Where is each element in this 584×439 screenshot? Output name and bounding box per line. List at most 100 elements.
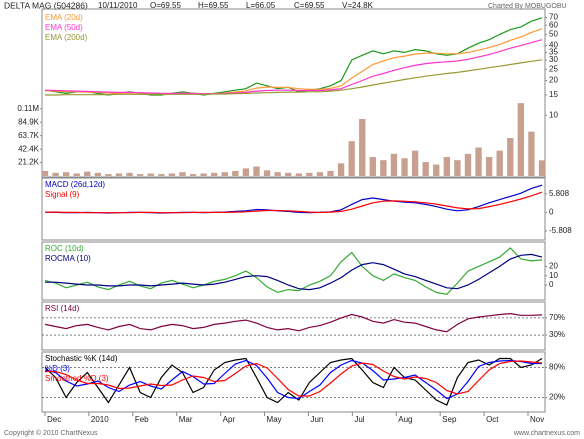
- volume-bar: [84, 171, 91, 176]
- y-tick-label: 20%: [549, 393, 565, 402]
- y-tick-label: 50: [549, 30, 558, 39]
- volume-bar: [433, 164, 440, 176]
- volume-bar: [507, 138, 514, 176]
- open: O=69.55: [150, 1, 181, 10]
- volume-bar: [380, 160, 387, 176]
- legend-entry: Stochastic %K (14d): [45, 354, 118, 363]
- high: H=69.55: [198, 1, 229, 10]
- y-tick-label: 40: [549, 41, 558, 50]
- series-line: [44, 39, 543, 95]
- volume-bar: [73, 173, 80, 176]
- legend-entry: MACD (26d,12d): [45, 180, 105, 189]
- y-tick-label: 15: [549, 90, 558, 99]
- volume-bar: [475, 147, 482, 176]
- low: L=66.05: [246, 1, 276, 10]
- volume-bar: [337, 163, 345, 176]
- series-line: [44, 28, 543, 95]
- volume-bar: [496, 150, 503, 176]
- volume-bar: [62, 172, 70, 176]
- series-line: [44, 247, 543, 295]
- volume-bar: [94, 172, 102, 176]
- volume-bar: [327, 170, 334, 176]
- volume-bar: [369, 157, 376, 176]
- volume-bar: [306, 172, 313, 176]
- series-line: [45, 191, 543, 214]
- volume-bar: [105, 174, 112, 176]
- volume-bar: [538, 160, 546, 176]
- volume-bar: [168, 173, 176, 176]
- series-line: [44, 312, 543, 333]
- y-tick-label: 0: [549, 208, 554, 217]
- y-tick-label: 20: [549, 76, 558, 85]
- volume-bar: [115, 173, 123, 176]
- y-tick-label: 20: [549, 262, 558, 271]
- legend-entry: RSI (14d): [45, 304, 80, 313]
- y-tick-label: 30: [549, 55, 558, 64]
- y-tick-label: 35: [549, 47, 558, 56]
- volume-bar: [126, 172, 133, 176]
- x-tick-label: Feb: [135, 415, 149, 424]
- volume-bar: [464, 153, 472, 176]
- volume-bar: [485, 157, 493, 176]
- legend-entry: %D (3): [45, 364, 70, 373]
- y-tick-label: 10: [549, 111, 558, 120]
- stochastic-frame: [41, 351, 546, 413]
- series-line: [44, 357, 543, 406]
- series-line: [45, 59, 543, 96]
- x-tick-label: Mar: [179, 415, 193, 424]
- x-tick-label: Oct: [486, 415, 499, 424]
- volume-bar: [232, 170, 239, 176]
- x-tick-label: Apr: [223, 415, 236, 424]
- volume-bar: [200, 173, 207, 176]
- volume-bar: [253, 166, 260, 176]
- y-tick-label: 80%: [549, 363, 565, 372]
- y-tick-label: 42.4K: [18, 144, 40, 153]
- close: C=69.55: [294, 1, 325, 10]
- y-tick-label: 70: [549, 13, 558, 22]
- volume-bar: [221, 172, 228, 176]
- volume-bar: [242, 168, 250, 176]
- volume-bar: [454, 160, 461, 176]
- volume-bar: [158, 174, 165, 176]
- volume-bar: [285, 172, 292, 176]
- legend-entry: Smoothed %D (3): [45, 374, 109, 383]
- volume-bar: [211, 172, 218, 176]
- y-tick-label: 10: [549, 271, 558, 280]
- copyright: Copyright © 2010 ChartNexus: [4, 429, 98, 437]
- volume-bar: [52, 172, 59, 176]
- x-tick-label: Jul: [354, 415, 364, 424]
- rsi-frame: [41, 301, 546, 351]
- legend-entry: EMA (20d): [45, 13, 83, 22]
- y-tick-label: -5.808: [549, 226, 572, 235]
- series-line: [45, 253, 543, 291]
- date: 10/11/2010: [98, 1, 138, 10]
- volume-bar: [136, 174, 144, 176]
- volume-bar: [517, 103, 525, 176]
- series-line: [45, 360, 543, 397]
- volume-bar: [411, 150, 419, 176]
- y-tick-label: 0.11M: [17, 104, 39, 113]
- y-tick-label: 63.7K: [18, 131, 40, 140]
- y-tick-label: 0: [549, 280, 554, 289]
- volume-bar: [401, 158, 408, 176]
- y-tick-label: 25: [549, 64, 558, 73]
- volume-bar: [390, 153, 398, 176]
- volume-bar: [348, 141, 355, 176]
- volume: V=24.8K: [342, 1, 374, 10]
- y-tick-label: 60: [549, 20, 558, 29]
- y-tick-label: 30%: [549, 330, 565, 339]
- legend-entry: ROCMA (10): [45, 254, 91, 263]
- volume-bar: [528, 131, 535, 176]
- macd-frame: [41, 177, 546, 241]
- legend-entry: ROC (10d): [45, 244, 84, 253]
- y-tick-label: 84.9K: [18, 117, 40, 126]
- volume-bar: [41, 170, 49, 176]
- symbol: DELTA MAG (504286): [4, 0, 88, 10]
- x-tick-label: Aug: [398, 415, 412, 424]
- x-tick-label: Nov: [530, 415, 544, 424]
- x-tick-label: Jun: [310, 415, 323, 424]
- x-tick-label: Sep: [442, 415, 457, 424]
- volume-bar: [422, 162, 429, 176]
